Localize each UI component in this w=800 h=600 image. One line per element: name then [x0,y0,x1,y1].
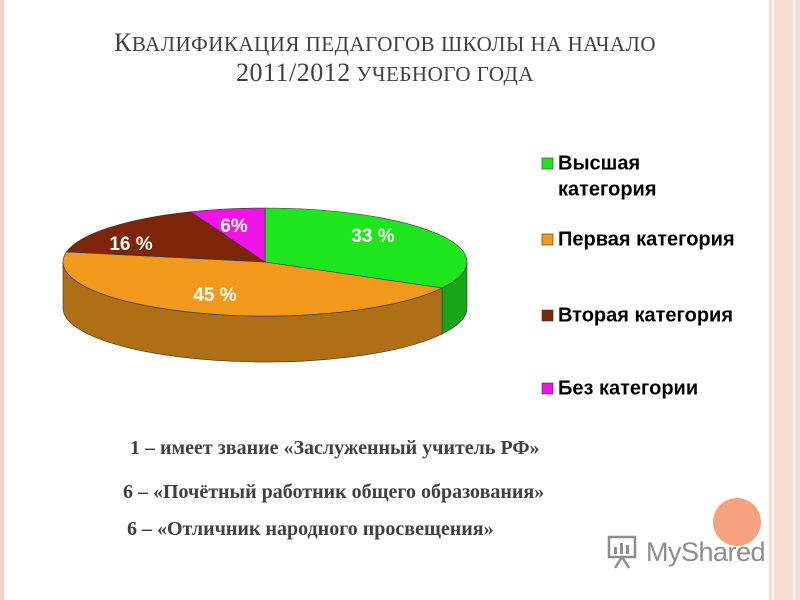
legend-swatch [541,233,554,246]
legend-item-2: Первая категория [541,228,735,250]
watermark-logo: MyShared [606,534,766,570]
legend-label-line2: категория [558,178,657,200]
data-label-2: 45 % [193,285,236,306]
title-line-2-text: учебного года [356,62,534,86]
pie-slice-3 [66,211,267,263]
slide-title-line-2: 2011/2012 учебного года [0,58,770,88]
data-label-4: 6% [220,216,248,237]
pie-chart: 33 % 45 % 16 % 6% Высшая категория Первая кате… [62,152,735,399]
note-honorary-worker: 6 – «Почётный работник общего образовани… [123,481,545,503]
legend-swatch [541,382,554,395]
decorative-circle [713,498,761,546]
legend-label: Высшая [558,152,640,174]
pie-top-faces [62,207,468,317]
slide-frame-right-line [793,0,795,600]
legend-label: Вторая категория [558,304,733,326]
data-label-1: 33 % [351,226,394,247]
legend-swatch [541,157,554,170]
title-year: 2011/2012 [235,58,351,87]
title-capital-letter: К [114,28,132,57]
slide-frame-right-line [772,0,774,600]
presentation-board-icon [607,535,637,569]
legend-label: Без категории [558,377,698,399]
data-label-3: 16 % [109,234,152,255]
title-line-1-text: валификация педагогов школы на начало [131,32,656,56]
watermark-text: MyShared [646,536,766,567]
legend-swatch [541,309,554,322]
pie-slice-4 [189,207,266,263]
legend-item-4: Без категории [541,377,698,399]
legend-item-1: Высшая категория [541,152,657,200]
pie-slice-2 [62,251,444,317]
slide-title-line-1: Квалификация педагогов школы на начало [0,28,770,58]
note-honored-teacher: 1 – имеет звание «Заслуженный учитель РФ… [130,437,540,459]
slide-frame-left [0,0,4,600]
chart-legend: Высшая категория Первая категория Вторая ка… [541,152,735,399]
note-excellence-education: 6 – «Отличник народного просвещения» [127,518,494,540]
pie-slice-1 [264,207,468,289]
legend-item-3: Вторая категория [541,304,733,326]
legend-label: Первая категория [558,228,735,250]
